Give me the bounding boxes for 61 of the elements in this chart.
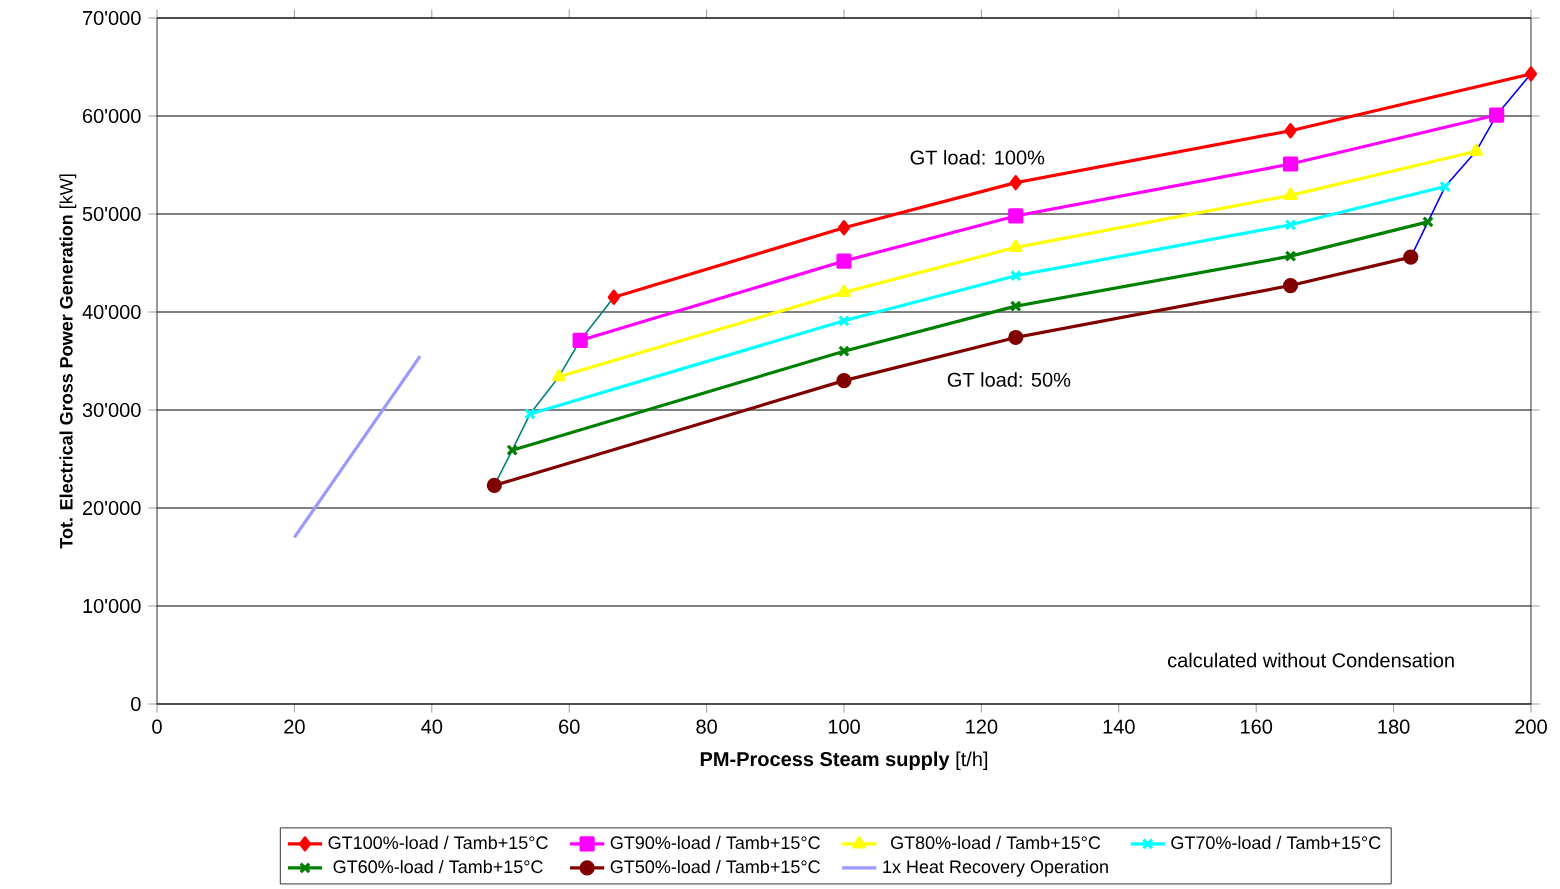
legend-label: GT70%-load / Tamb+15°C [1171, 835, 1381, 850]
legend-label: GT80%-load / Tamb+15°C [891, 835, 1101, 850]
x-tick-label: 140 [1103, 719, 1135, 734]
point [506, 444, 519, 457]
point [1403, 249, 1419, 265]
y-tick-label: 10'000 [83, 598, 141, 614]
x-tick-label: 60 [559, 719, 580, 734]
point [552, 369, 566, 382]
point [1008, 208, 1024, 224]
point [1524, 66, 1538, 82]
x-tick-label: 0 [152, 719, 162, 734]
point [1009, 300, 1022, 312]
point [1469, 143, 1483, 156]
x-tick-label: 20 [284, 719, 305, 734]
point [524, 408, 536, 420]
point [1283, 187, 1298, 200]
point [1009, 175, 1022, 191]
y-axis-title: Tot. Electrical Gross Power Generation [kW] [59, 174, 77, 549]
legend-label: GT100%-load / Tamb+15°C [328, 835, 548, 850]
point [838, 345, 850, 358]
legend-label: GT50%-load / Tamb+15°C [610, 859, 820, 874]
point [607, 289, 620, 305]
x-tick-label: 160 [1241, 719, 1273, 734]
x-tick-label: 80 [696, 719, 717, 734]
x-tick-label: 200 [1515, 719, 1547, 734]
point [1284, 218, 1297, 231]
point [572, 332, 588, 349]
point [1008, 329, 1024, 346]
point [1008, 239, 1023, 252]
y-tick-label: 20'000 [82, 500, 141, 516]
legend-label: GT60%-load / Tamb+15°C [333, 859, 543, 874]
point [836, 373, 852, 389]
x-tick-label: 40 [421, 719, 443, 734]
y-tick-label: 60'000 [82, 108, 141, 124]
x-tick-label: 180 [1378, 719, 1410, 734]
y-tick-label: 30'000 [82, 402, 141, 418]
point [1282, 277, 1299, 294]
annotation: calculated without Condensation [1168, 652, 1454, 668]
point [1009, 269, 1022, 282]
y-tick-label: 70'000 [83, 10, 141, 26]
annotation: GT load: 50% [947, 372, 1071, 387]
x-tick-label: 120 [966, 719, 998, 734]
point [1439, 180, 1451, 193]
point [1284, 123, 1297, 139]
point [838, 314, 850, 327]
point [1284, 250, 1297, 262]
point [1489, 107, 1505, 123]
point [1282, 156, 1299, 172]
point [486, 477, 502, 494]
x-tick-label: 100 [828, 719, 860, 734]
legend-label: 1x Heat Recovery Operation [883, 859, 1108, 877]
annotation: GT load: 100% [910, 149, 1045, 165]
x-axis-title: PM-Process Steam supply [t/h] [700, 751, 988, 771]
point [1422, 216, 1434, 228]
y-tick-label: 50'000 [82, 206, 141, 222]
point [837, 284, 851, 297]
point [836, 253, 852, 269]
legend-label: GT90%-load / Tamb+15°C [610, 835, 820, 850]
y-tick-label: 0 [131, 696, 141, 712]
y-tick-label: 40'000 [82, 304, 141, 320]
point [837, 220, 851, 236]
